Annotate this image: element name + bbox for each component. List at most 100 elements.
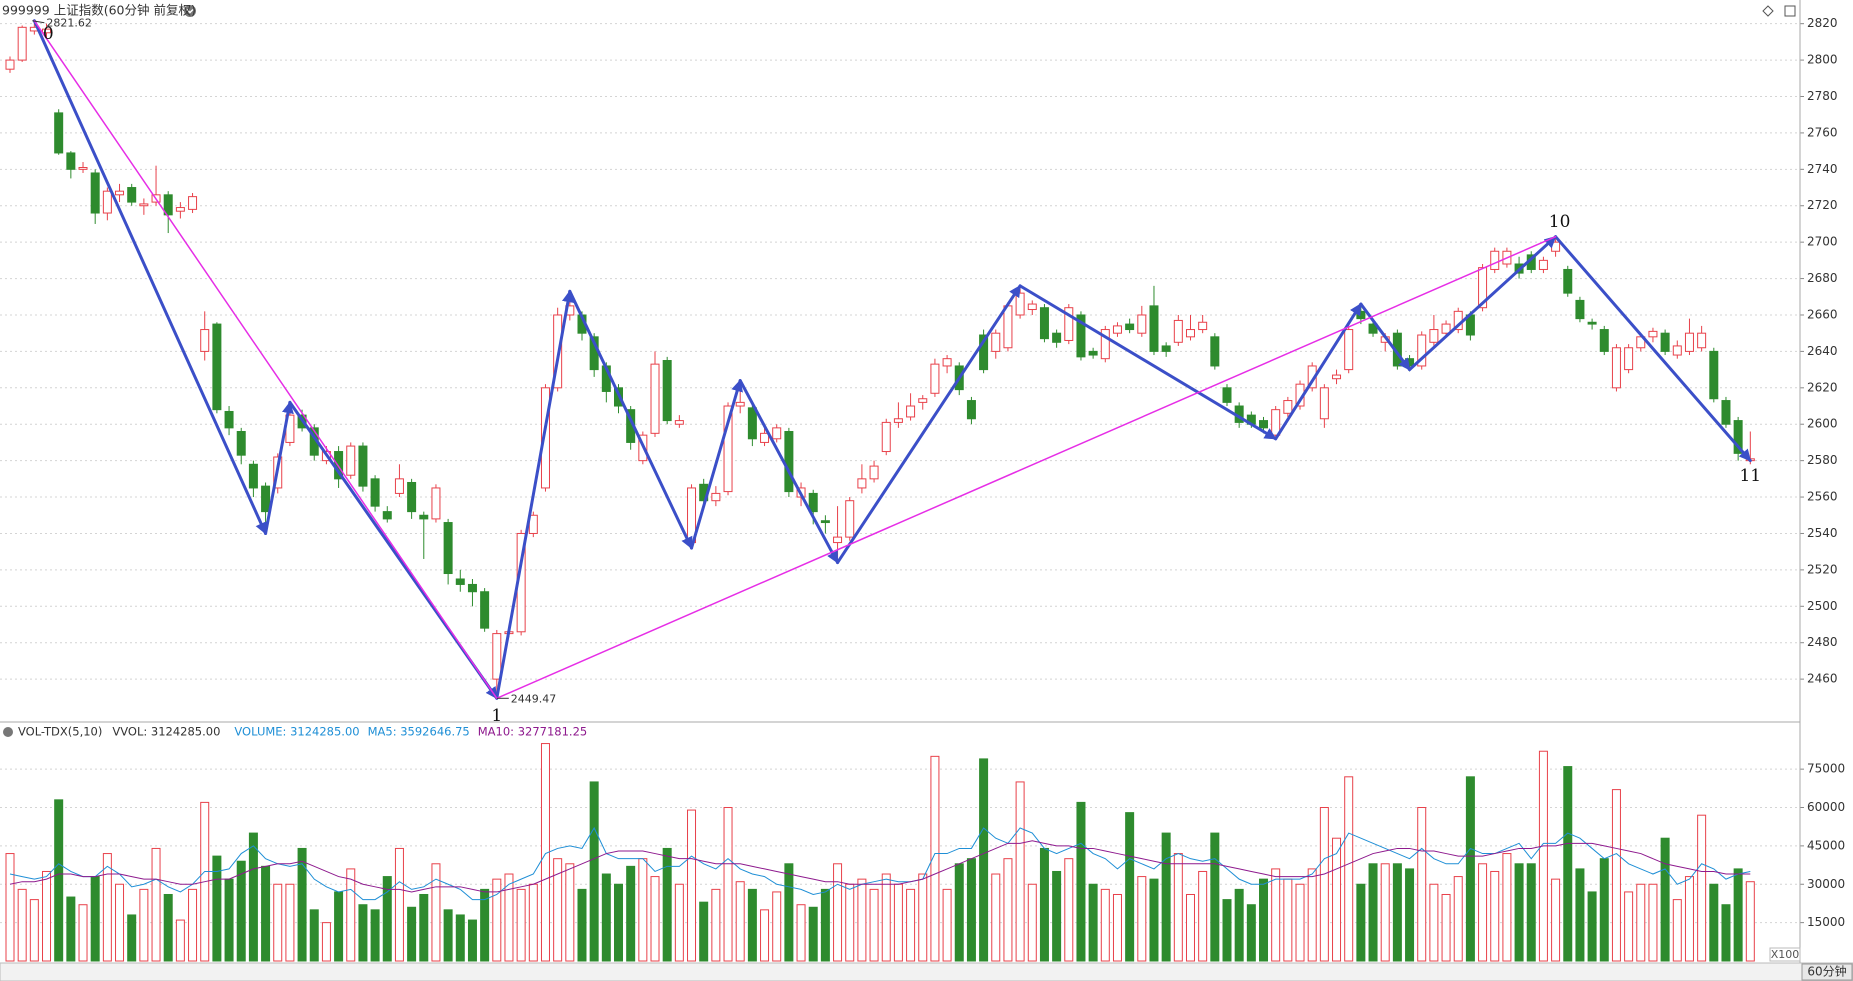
volume-bar [662, 847, 672, 962]
volume-bar [1490, 870, 1500, 962]
volume-bar [1392, 863, 1402, 962]
candle-body [833, 536, 843, 544]
volume-bar [1441, 893, 1451, 962]
period-button[interactable] [1801, 963, 1853, 981]
title-menu-icon[interactable] [184, 5, 196, 17]
volume-bar [650, 876, 660, 962]
volume-bar [954, 863, 964, 962]
volume-bar [1697, 814, 1707, 962]
moving-average-line [9, 826, 1751, 901]
volume-bar [370, 909, 380, 962]
volume-bar [1039, 847, 1049, 962]
volume-bar [1551, 878, 1561, 962]
candle-body [760, 432, 770, 443]
candle-body [1052, 332, 1062, 343]
volume-bar [918, 873, 928, 962]
volume-bar [1563, 766, 1573, 962]
candle-body [747, 407, 757, 440]
volume-bar [723, 807, 733, 962]
candle-body [492, 633, 502, 680]
candle-body [1672, 345, 1682, 356]
high-pointer [32, 20, 45, 24]
volume-bar [1356, 883, 1366, 962]
volume-bar [224, 878, 234, 962]
candle-body [188, 196, 198, 210]
candle-body [382, 511, 392, 520]
volume-bar [54, 799, 64, 962]
volume-bar [394, 847, 404, 962]
wave-line [495, 289, 574, 700]
volume-bar [188, 888, 198, 962]
pivot-label: 10 [1549, 212, 1571, 232]
volume-menu-icon[interactable] [3, 727, 13, 737]
volume-bar [589, 781, 599, 962]
candle-body [662, 360, 672, 422]
candle-body [407, 481, 417, 513]
volume-bar [151, 847, 161, 962]
candle-body [1149, 305, 1159, 352]
volume-bar [760, 909, 770, 962]
y-tick-label: 2680 [1807, 271, 1838, 285]
candle-body [1417, 334, 1427, 367]
draw-tool-icon[interactable] [1762, 5, 1774, 17]
candle-body [1490, 250, 1500, 270]
candle-body [881, 421, 891, 453]
candle-body [1125, 323, 1135, 331]
candle-body [1709, 350, 1719, 400]
candle-body [674, 420, 684, 425]
volume-bar [1478, 863, 1488, 962]
volume-bar [1185, 893, 1195, 962]
candle-body [650, 363, 660, 434]
candle-body [723, 405, 733, 493]
volume-bar [1259, 878, 1269, 962]
candle-body [893, 418, 903, 423]
window-icon[interactable] [1784, 5, 1796, 17]
candle-body [1429, 329, 1439, 343]
candle-body [1648, 330, 1658, 338]
volume-bar [1319, 807, 1329, 962]
y-tick-label: 2600 [1807, 417, 1838, 431]
volume-bar [516, 888, 526, 962]
high-price-label: 2821.62 [46, 17, 91, 30]
legend-entry: VOLUME: 3124285.00 [234, 725, 359, 739]
volume-bar [236, 860, 246, 962]
volume-bar [163, 893, 173, 962]
volume-bar [1429, 883, 1439, 962]
volume-header: VVOL: 3124285.00 [112, 725, 220, 739]
volume-bar [285, 883, 295, 962]
volume-bar [1015, 781, 1025, 962]
candle-body [42, 28, 52, 34]
candle-body [200, 329, 210, 352]
wave-line [738, 379, 840, 565]
candle-body [1112, 325, 1122, 334]
volume-bar [1234, 888, 1244, 962]
y-tick-label: 2760 [1807, 125, 1838, 139]
volume-bar [273, 883, 283, 962]
candle-body [127, 187, 137, 203]
volume-unit-box [1769, 947, 1801, 962]
volume-bar [1295, 883, 1305, 962]
title-menu-chevron [186, 8, 194, 14]
volume-bar [674, 883, 684, 962]
pivot-label: 11 [1739, 466, 1761, 486]
candle-body [1563, 268, 1573, 294]
candle-body [1599, 329, 1609, 352]
volume-bar [443, 909, 453, 962]
volume-bar [565, 863, 575, 962]
volume-bar [626, 865, 636, 962]
volume-bar [1161, 832, 1171, 962]
volume-bar [78, 904, 88, 962]
candle-body [1161, 345, 1171, 352]
wave-line [33, 19, 498, 700]
volume-bar [1453, 876, 1463, 962]
time-axis-bar [0, 962, 1853, 981]
chart-title: 999999 上证指数(60分钟 前复权) [2, 3, 196, 18]
volume-bar [1587, 891, 1597, 962]
candle-body [1198, 321, 1208, 331]
candle-body [1611, 347, 1621, 389]
volume-bar [297, 847, 307, 962]
volume-bar [5, 853, 15, 962]
candle-body [78, 167, 88, 170]
volume-bar [42, 870, 52, 962]
volume-bar [1332, 837, 1342, 962]
